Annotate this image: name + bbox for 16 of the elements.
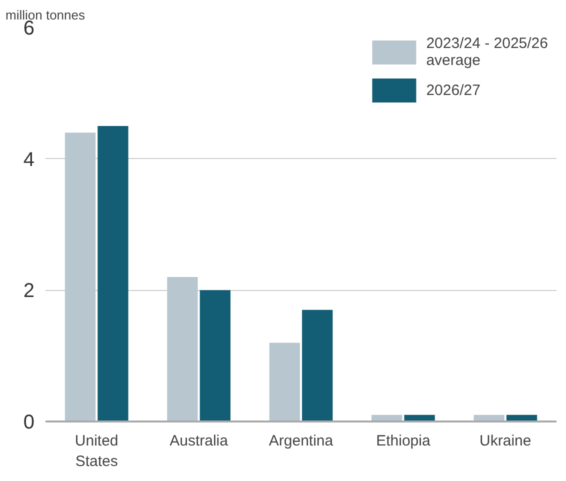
x-tick-label: United States [74,432,118,470]
y-tick-label: 0 [23,412,34,434]
legend-label: 2023/24 - 2025/26 average [426,35,548,69]
bar [64,132,96,422]
x-tick-label: Ukraine [480,432,532,450]
bar [269,342,300,422]
x-tick-label: Australia [170,432,229,450]
bar [98,126,128,422]
y-tick-label: 4 [23,148,34,171]
bar [167,277,198,422]
bar [200,290,230,422]
x-tick-label: Argentina [268,432,334,450]
legend-label: 2026/27 [426,82,480,98]
y-tick-label: 2 [23,280,34,302]
x-tick-label: Ethiopia [376,432,431,450]
bar [302,310,333,422]
